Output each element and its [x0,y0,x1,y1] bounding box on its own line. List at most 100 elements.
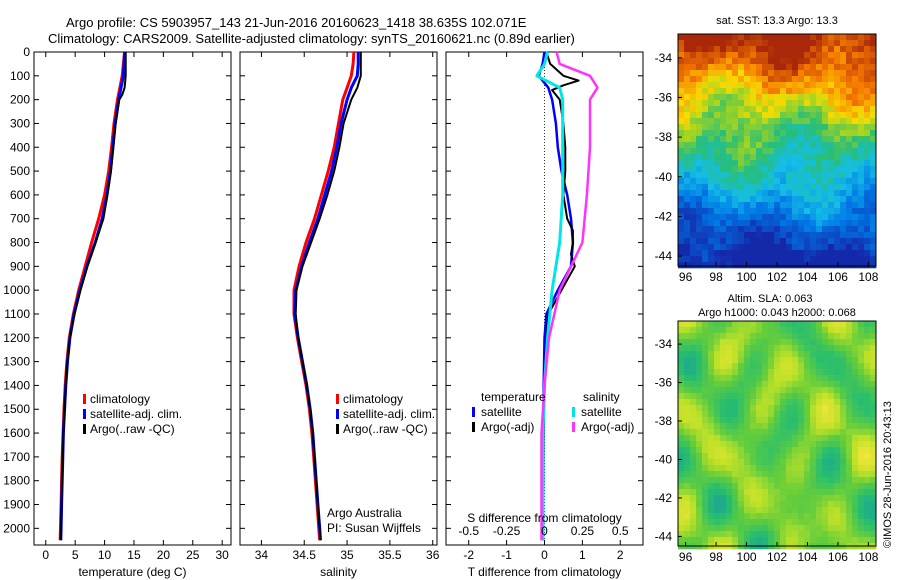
map-cell [822,513,829,520]
map-cell [690,226,697,233]
map-cell [696,399,703,406]
map-cell [828,327,835,334]
map-cell [822,64,829,71]
map-cell [762,429,769,436]
map-cell [792,333,799,340]
map-cell [702,208,709,215]
map-cell [834,405,841,412]
map-cell [708,447,715,454]
map-cell [756,417,763,424]
map-cell [732,411,739,418]
map-cell [864,208,871,215]
map-cell [762,399,769,406]
map-cell [726,70,733,77]
map-cell [834,172,841,179]
map-cell [840,250,847,257]
map-cell [792,178,799,185]
map-cell [702,471,709,478]
map-cell [678,405,685,412]
map-cell [822,459,829,466]
map-cell [828,501,835,508]
map-cell [816,321,823,328]
map-cell [690,148,697,155]
map-cell [810,202,817,209]
legend-title-temperature: temperature [481,390,546,404]
map-cell [690,321,697,328]
map-cell [756,333,763,340]
map-cell [684,357,691,364]
map-cell [798,106,805,113]
map-cell [738,381,745,388]
map-cell [738,537,745,544]
map-cell [774,244,781,251]
map-cell [720,333,727,340]
map-cell [738,58,745,65]
map-cell [846,130,853,137]
map-cell [732,519,739,526]
map-cell [756,34,763,41]
map-cell [738,363,745,370]
map-cell [828,531,835,538]
map-cell [852,357,859,364]
map-cell [756,112,763,119]
map-cell [864,393,871,400]
map-cell [720,477,727,484]
map-cell [828,441,835,448]
map-cell [744,345,751,352]
map-cell [858,232,865,239]
map-cell [696,417,703,424]
map-cell [690,429,697,436]
map-cell [696,166,703,173]
map-cell [798,40,805,47]
map-cell [732,453,739,460]
map-cell [756,208,763,215]
map-cell [828,106,835,113]
map-cell [750,327,757,334]
map-cell [720,58,727,65]
map-cell [738,256,745,263]
map-cell [762,250,769,257]
map-cell [690,405,697,412]
map-cell [690,64,697,71]
map-cell [690,333,697,340]
map-cell [780,118,787,125]
map-cell [714,166,721,173]
x-tick-label: 34.5 [293,548,317,562]
map-cell [738,118,745,125]
map-cell [696,483,703,490]
map-cell [696,124,703,131]
map-cell [786,190,793,197]
map-cell [726,244,733,251]
map-cell [816,190,823,197]
map-cell [828,94,835,101]
map-cell [774,94,781,101]
map-cell [756,525,763,532]
map-cell [858,345,865,352]
map-cell [852,52,859,59]
map-cell [714,100,721,107]
map-cell [804,100,811,107]
map-cell [708,154,715,161]
map-cell [696,333,703,340]
map-cell [774,226,781,233]
map-cell [714,363,721,370]
map-cell [708,178,715,185]
map-cell [750,148,757,155]
map-cell [858,333,865,340]
map-cell [738,399,745,406]
map-cell [702,447,709,454]
map-cell [750,483,757,490]
map-cell [840,321,847,328]
map-cell [726,178,733,185]
map-cell [726,501,733,508]
x-tick-label: 35.5 [378,548,402,562]
map-cell [804,256,811,263]
map-cell [702,501,709,508]
map-cell [678,262,685,269]
map-cell [756,262,763,269]
map-cell [738,148,745,155]
map-cell [798,357,805,364]
map-cell [852,118,859,125]
map-cell [738,327,745,334]
map-cell [684,76,691,83]
